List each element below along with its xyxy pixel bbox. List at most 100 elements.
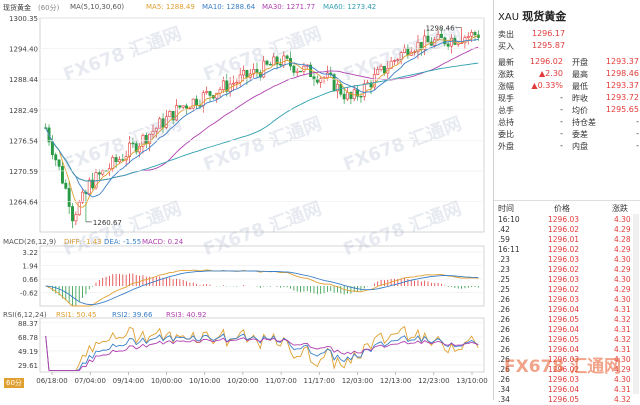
tick-price: 1296.03	[548, 275, 580, 284]
symbol-code: XAU	[498, 12, 520, 23]
x-tick-label: 11/17:00	[304, 377, 335, 385]
tick-price: 1296.01	[548, 235, 580, 244]
candle-body	[315, 79, 319, 83]
candle-body	[195, 98, 199, 106]
candle-body	[67, 188, 71, 207]
y-tick-label: 1282.49	[9, 107, 38, 115]
y-tick-label: 1288.44	[9, 76, 38, 84]
candle-body	[81, 191, 85, 203]
tick-row: .26 1296.05 4.32	[494, 314, 640, 325]
quote-label: 开盘	[572, 58, 588, 67]
quote-label: 委比	[498, 130, 514, 139]
candle-body	[346, 92, 349, 100]
ma-label: MA(5,10,30,60)	[70, 3, 125, 11]
tick-time: .26	[498, 345, 510, 354]
tick-price: 1296.03	[548, 375, 580, 384]
period-badge[interactable]: 60分	[4, 378, 24, 388]
candle-body	[178, 105, 182, 108]
y-tick-label: 1270.59	[9, 168, 38, 176]
candle-body	[439, 33, 443, 39]
candle-body	[399, 52, 403, 61]
tick-time: .26	[498, 315, 510, 324]
chart-canvas[interactable]: 1300.35 1294.40 1288.44 1282.49 1276.54 1270.…	[0, 0, 492, 400]
candle-body	[141, 135, 145, 147]
candle-body	[446, 43, 450, 47]
tick-time: .23	[498, 265, 510, 274]
tick-time: .26	[498, 365, 510, 374]
rsi3-line	[45, 335, 479, 372]
sell-label: 卖出	[498, 30, 514, 39]
candle-body	[121, 159, 125, 161]
tick-price: 1296.03	[548, 255, 580, 264]
x-tick-label: 12/13:00	[380, 377, 411, 385]
candle-body	[77, 201, 81, 215]
candle-body	[91, 179, 95, 189]
candle-body	[134, 143, 138, 153]
ticks-scrollbar[interactable]	[633, 214, 639, 394]
candle-body	[74, 214, 78, 222]
rsi2-value: RSI2: 39.66	[112, 311, 153, 319]
x-tick-label: 10/20:00	[227, 377, 258, 385]
tick-change: 4.32	[614, 335, 631, 344]
quote-row: 总手 - 均价 1295.65	[494, 104, 640, 116]
tick-price: 1296.03	[548, 295, 580, 304]
ma30-line	[45, 46, 479, 182]
candle-body	[335, 83, 339, 92]
tick-change: 4.28	[614, 235, 631, 244]
candle-body	[181, 105, 185, 108]
macd-dea: DEA: -1.55	[104, 238, 142, 246]
macd-label: MACD(26,12,9)	[3, 238, 57, 246]
tick-price: 1296.04	[548, 325, 580, 334]
quote-value: 1296.02	[529, 57, 563, 66]
candle-body	[252, 69, 256, 75]
tick-time: .26	[498, 325, 510, 334]
quote-value: 1295.65	[605, 105, 639, 114]
ticks-time-header: 时间	[498, 204, 514, 213]
tick-change: 4.29	[614, 265, 631, 274]
candle-body	[131, 142, 135, 145]
quote-label: 最新	[498, 58, 514, 67]
quote-label: 外盘	[498, 142, 514, 151]
candle-body	[325, 72, 329, 79]
candle-body	[382, 65, 386, 74]
y-tick-label: 1300.35	[9, 15, 38, 23]
candle-body	[423, 35, 427, 50]
quote-value: -	[560, 105, 563, 114]
ma60-line	[45, 62, 479, 182]
candle-body	[225, 80, 229, 92]
tick-row: 16:10 1296.03 4.30	[494, 214, 640, 225]
candle-body	[268, 64, 272, 66]
quote-label: 昨收	[572, 94, 588, 103]
candle-body	[470, 32, 474, 37]
ma10-value: MA10: 1288.64	[202, 3, 256, 11]
candle-body	[349, 92, 353, 99]
candle-body	[175, 105, 178, 121]
candle-body	[242, 70, 246, 76]
candle-body	[292, 65, 296, 73]
candle-body	[71, 206, 74, 222]
macd-value: MACD: 0.24	[142, 238, 184, 246]
macd-tick-label: -0.62	[20, 290, 38, 298]
candle-body	[164, 116, 168, 128]
rsi-tick-label: 29.61	[18, 362, 38, 370]
chart-header: 现货黄金 (60分) MA(5,10,30,60) MA5: 1288.49 M…	[0, 0, 492, 18]
tick-row: .26 1296.03 4.30	[494, 374, 640, 385]
tick-price: 1296.02	[548, 285, 580, 294]
y-tick-label: 1264.64	[9, 198, 38, 206]
candle-body	[188, 107, 192, 110]
x-tick-label: 13/10:00	[456, 377, 487, 385]
annotation-label: 1298.46	[426, 25, 455, 33]
ma60-value: MA60: 1273.42	[323, 3, 377, 11]
candle-body	[278, 63, 282, 66]
candle-body	[258, 72, 262, 78]
candle-body	[57, 159, 61, 167]
rsi-tick-label: 68.78	[18, 334, 38, 342]
candle-body	[64, 182, 68, 189]
tick-change: 4.31	[614, 305, 631, 314]
chart-area[interactable]: 1300.35 1294.40 1288.44 1282.49 1276.54 1270.…	[0, 0, 492, 400]
candle-body	[419, 41, 423, 50]
ticks-header: 时间 价格 涨跌	[494, 200, 640, 213]
tick-change: 4.31	[614, 385, 631, 394]
candle-body	[111, 157, 115, 169]
tick-time: .26	[498, 295, 510, 304]
